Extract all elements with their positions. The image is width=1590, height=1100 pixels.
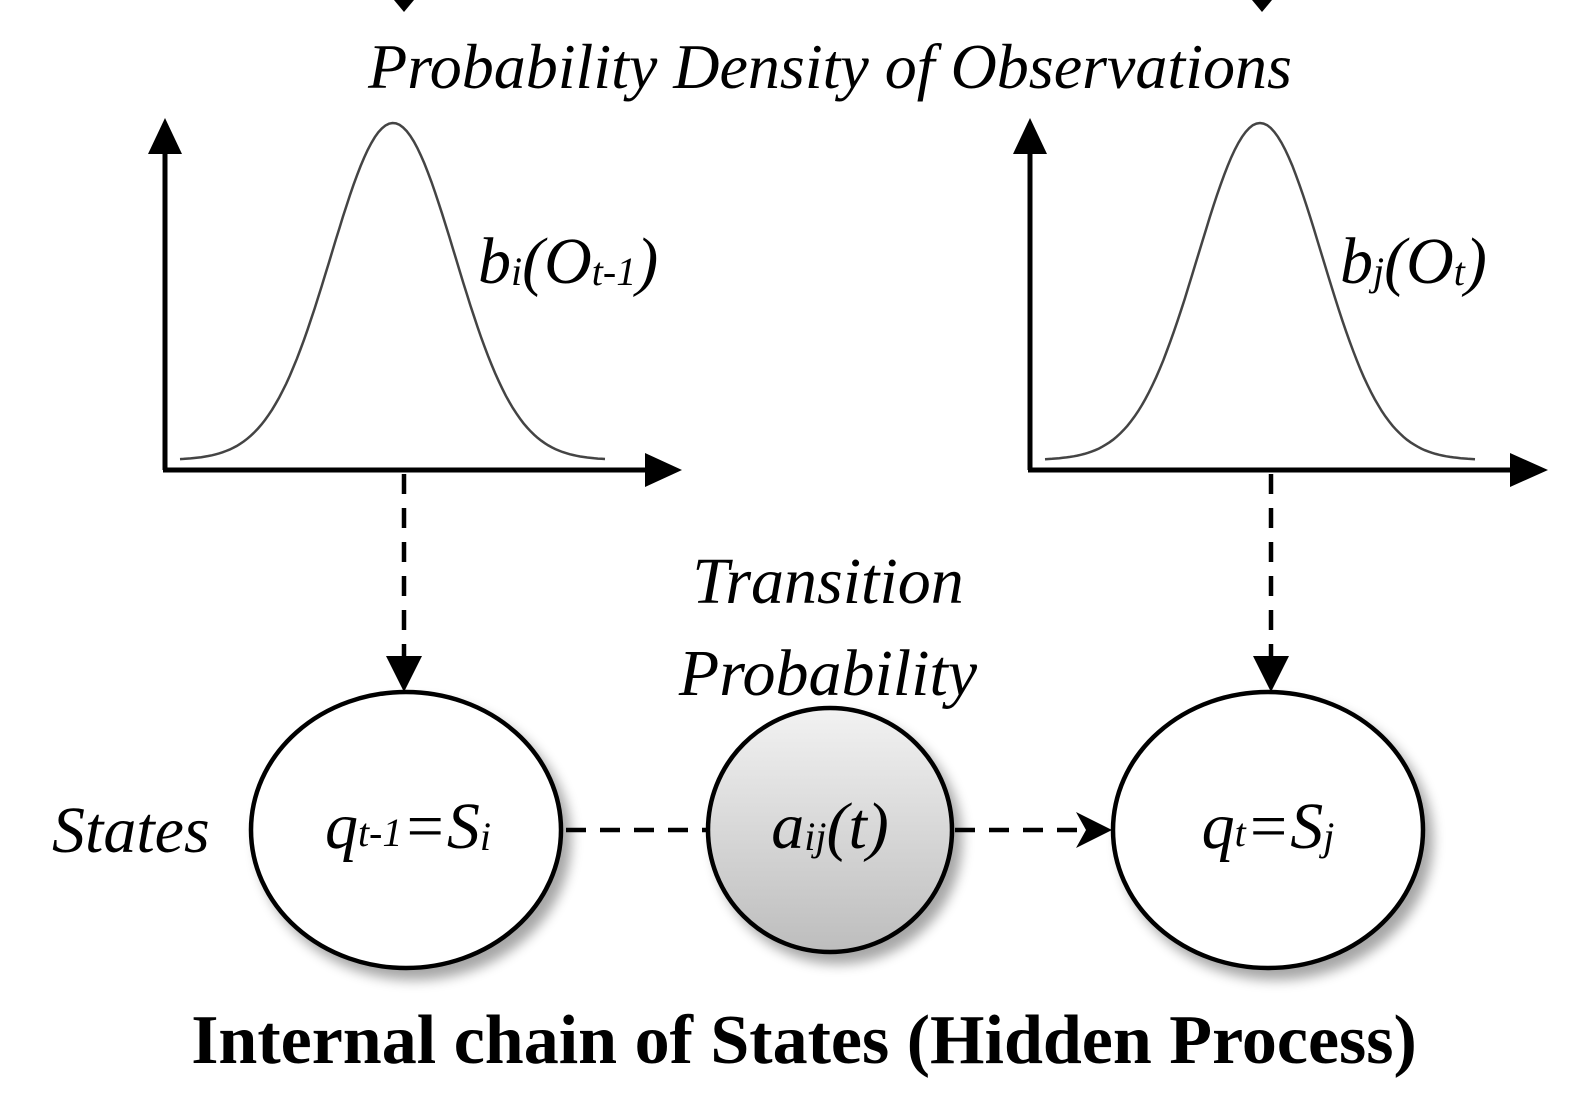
density-label-left: bi(Ot-1) bbox=[478, 225, 658, 298]
states-label: States bbox=[52, 794, 210, 867]
x-axis-left-arrowhead bbox=[645, 453, 682, 487]
density-curve-right bbox=[1044, 121, 1476, 461]
emission-arrows bbox=[386, 474, 1289, 692]
y-axis-right-arrowhead bbox=[1013, 118, 1047, 154]
top-arrow-stubs bbox=[394, 0, 1272, 12]
state-label-right: qt=Sj bbox=[1202, 790, 1335, 863]
page-title: Probability Density of Observations bbox=[367, 31, 1292, 102]
density-curve-left bbox=[179, 121, 606, 461]
state-node-right: qt=Sj bbox=[1110, 689, 1426, 971]
state-node-left: qt-1=Si bbox=[248, 689, 564, 971]
emission-arrowhead-left bbox=[386, 656, 422, 692]
state-label-left: qt-1=Si bbox=[325, 790, 491, 863]
density-label-right: bj(Ot) bbox=[1340, 225, 1487, 298]
footer-caption: Internal chain of States (Hidden Process… bbox=[191, 1002, 1417, 1079]
transition-label-line1: Transition bbox=[692, 545, 963, 618]
x-axis-right-arrowhead bbox=[1510, 453, 1548, 487]
y-axis-left-arrowhead bbox=[148, 118, 182, 154]
density-plot-left: bi(Ot-1) bbox=[148, 118, 682, 487]
transition-arrows bbox=[566, 812, 1112, 848]
density-plot-right: bj(Ot) bbox=[1013, 118, 1548, 487]
transition-label-line2: Probability bbox=[678, 637, 978, 710]
transition-node: aij(t) bbox=[705, 705, 955, 955]
transition-node-label: aij(t) bbox=[771, 790, 889, 863]
transition-arrowhead bbox=[1076, 812, 1112, 848]
emission-arrowhead-right bbox=[1253, 656, 1289, 692]
